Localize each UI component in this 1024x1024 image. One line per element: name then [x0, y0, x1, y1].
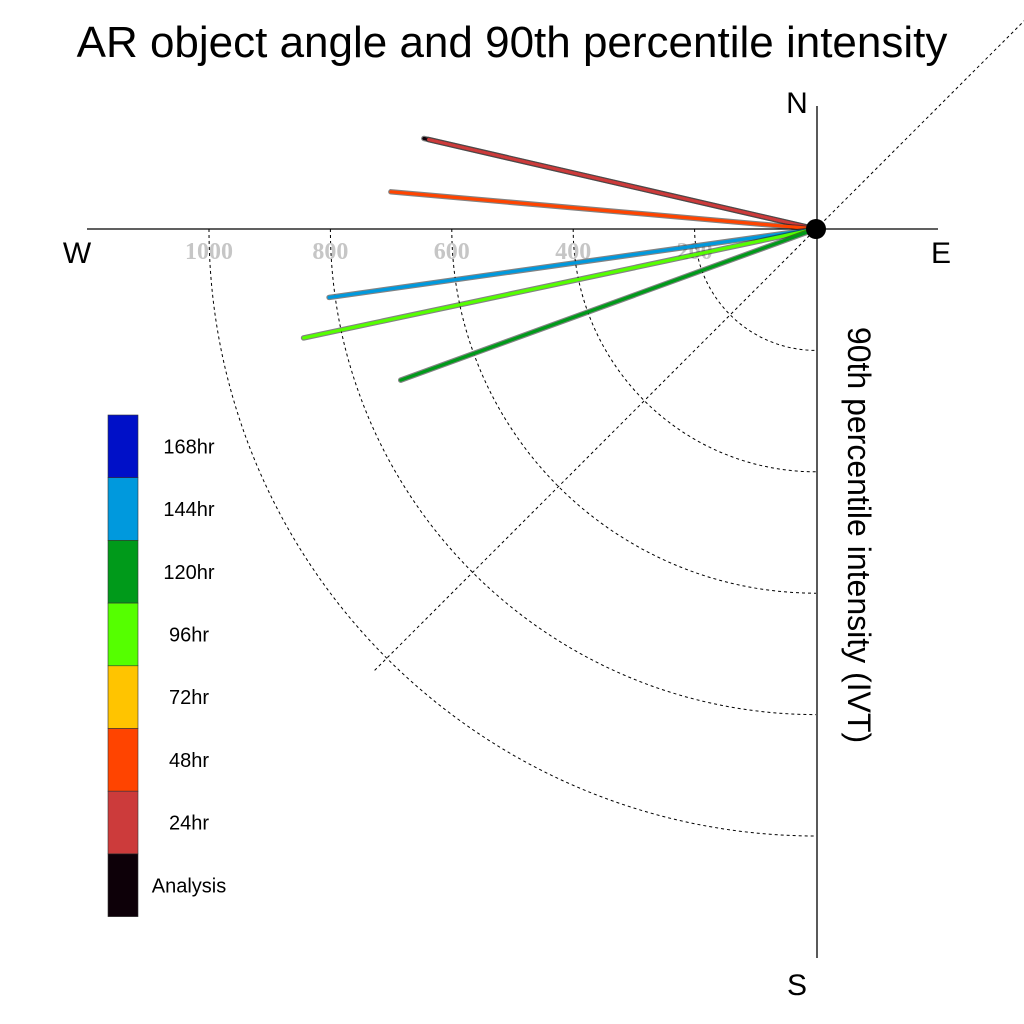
series-line-96hr	[300, 226, 819, 341]
radial-tick-800: 800	[312, 239, 348, 265]
legend-swatch-120hr	[107, 540, 139, 604]
legend-swatch-48hr	[107, 728, 139, 792]
grid-diagonal	[373, 20, 1024, 672]
grid-ring-400	[572, 228, 817, 473]
legend-swatch-24hr	[107, 790, 139, 855]
legend-label-analysis: Analysis	[152, 875, 226, 897]
polar-grid	[208, 20, 1024, 837]
series-core-96hr	[302, 227, 818, 340]
series-core-144hr	[327, 227, 818, 300]
compass-west-label: W	[63, 237, 92, 270]
legend-label-120hr: 120hr	[163, 562, 214, 584]
legend-swatch-144hr	[107, 477, 139, 541]
series-line-24hr	[425, 136, 819, 232]
chart-title: AR object angle and 90th percentile inte…	[77, 18, 948, 67]
compass-east-label: E	[931, 237, 951, 270]
compass-north-label: N	[786, 87, 808, 120]
legend-label-72hr: 72hr	[169, 687, 209, 709]
origin-marker	[806, 219, 826, 239]
legend-label-96hr: 96hr	[169, 624, 209, 646]
series-core-120hr	[399, 227, 818, 382]
legend-label-24hr: 24hr	[169, 813, 209, 835]
radial-tick-600: 600	[434, 239, 470, 265]
legend-swatch-analysis	[107, 853, 139, 917]
grid-ring-1000	[208, 228, 817, 837]
intensity-axis-label: 90th percentile intensity (IVT)	[841, 327, 877, 743]
series-line-144hr	[326, 226, 819, 301]
compass-south-label: S	[787, 969, 807, 1002]
legend-swatch-72hr	[107, 665, 139, 729]
series-lines	[300, 135, 819, 383]
legend-swatch-96hr	[107, 602, 139, 667]
series-line-120hr	[398, 226, 819, 383]
legend-label-168hr: 168hr	[163, 436, 214, 458]
series-core-48hr	[389, 190, 818, 231]
legend-label-144hr: 144hr	[163, 499, 214, 521]
legend: 168hr 144hr 120hr 96hr 72hr 48hr 24hr Analysis	[107, 414, 226, 917]
series-core-24hr	[427, 137, 818, 231]
series-line-48hr	[388, 189, 819, 232]
legend-swatch-168hr	[107, 414, 139, 479]
radial-tick-1000: 1000	[185, 239, 233, 265]
legend-label-48hr: 48hr	[169, 750, 209, 772]
grid-ring-600	[451, 228, 817, 594]
grid-ring-800	[329, 228, 817, 716]
